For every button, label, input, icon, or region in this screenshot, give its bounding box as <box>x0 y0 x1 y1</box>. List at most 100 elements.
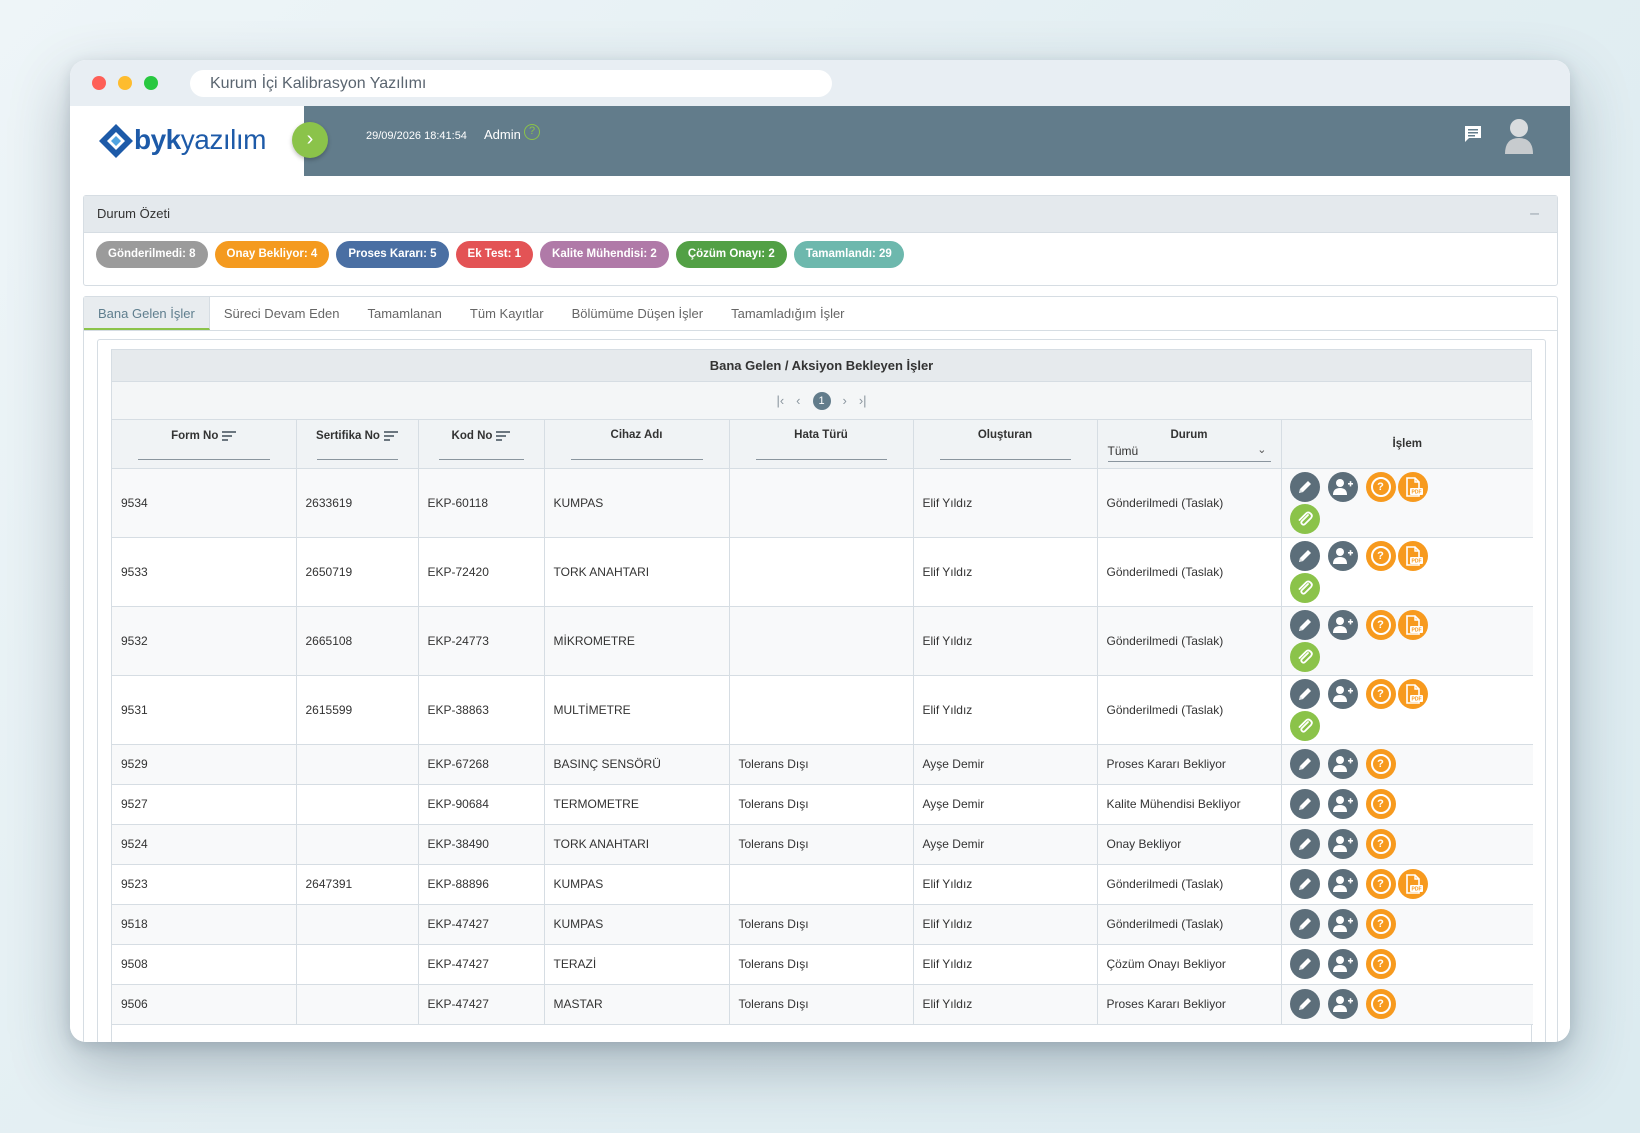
sort-icon[interactable] <box>383 429 398 443</box>
help-button[interactable]: ? <box>1365 540 1396 571</box>
status-badge[interactable]: Proses Kararı: 5 <box>336 241 449 268</box>
olusturan-filter[interactable] <box>939 458 1071 460</box>
pdf-button[interactable]: PDF <box>1397 869 1428 899</box>
prev-page-button[interactable]: ‹ <box>796 393 801 408</box>
help-icon[interactable]: ? <box>524 124 540 140</box>
edit-button[interactable] <box>1289 949 1320 979</box>
first-page-button[interactable]: |‹ <box>776 393 785 408</box>
assign-user-button[interactable] <box>1327 749 1358 779</box>
assign-user-button[interactable] <box>1327 471 1358 502</box>
hata-turu-cell: Tolerans Dışı <box>729 784 914 825</box>
help-button[interactable]: ? <box>1365 471 1396 502</box>
user-avatar-icon[interactable] <box>1504 116 1534 156</box>
last-page-button[interactable]: ›| <box>858 393 867 408</box>
status-badge[interactable]: Kalite Mühendisi: 2 <box>540 241 669 268</box>
help-button[interactable]: ? <box>1365 909 1396 939</box>
assign-user-button[interactable] <box>1327 540 1358 571</box>
assign-user-button[interactable] <box>1327 789 1358 819</box>
next-page-button[interactable]: › <box>842 393 847 408</box>
pdf-button[interactable]: PDF <box>1397 678 1428 709</box>
edit-button[interactable] <box>1289 609 1320 640</box>
attachment-button[interactable] <box>1289 641 1320 672</box>
status-badge[interactable]: Gönderilmedi: 8 <box>96 241 208 268</box>
status-badge[interactable]: Ek Test: 1 <box>455 241 534 268</box>
pdf-button[interactable]: PDF <box>1397 609 1428 640</box>
help-button[interactable]: ? <box>1365 829 1396 859</box>
table-row[interactable]: 9534 2633619 EKP-60118 KUMPAS Elif Yıldız Gön… <box>112 468 1533 538</box>
status-badge[interactable]: Onay Bekliyor: 4 <box>214 241 330 268</box>
assign-user-button[interactable] <box>1327 869 1358 899</box>
help-button[interactable]: ? <box>1365 749 1396 779</box>
close-window-button[interactable] <box>92 76 106 90</box>
attachment-button[interactable] <box>1289 572 1320 603</box>
help-button[interactable]: ? <box>1365 869 1396 899</box>
hata-turu-filter[interactable] <box>755 458 887 460</box>
edit-button[interactable] <box>1289 540 1320 571</box>
status-badge[interactable]: Tamamlandı: 29 <box>793 241 904 268</box>
chat-icon[interactable] <box>1463 124 1483 144</box>
durum-cell: Proses Kararı Bekliyor <box>1097 744 1282 785</box>
table-row[interactable]: 9533 2650719 EKP-72420 TORK ANAHTARI Elif Yı… <box>112 537 1533 607</box>
edit-button[interactable] <box>1289 749 1320 779</box>
table-row[interactable]: 9527 EKP-90684 TERMOMETRE Tolerans Dışı Ayşe… <box>112 784 1533 825</box>
tab-6[interactable]: Tamamladığım İşler <box>731 306 845 321</box>
help-button[interactable]: ? <box>1365 949 1396 979</box>
attachment-button[interactable] <box>1289 503 1320 534</box>
assign-user-button[interactable] <box>1327 949 1358 979</box>
help-button[interactable]: ? <box>1365 989 1396 1019</box>
col-kod-no[interactable]: Kod No <box>418 420 545 469</box>
edit-button[interactable] <box>1289 678 1320 709</box>
tab-5[interactable]: Bölümüme Düşen İşler <box>571 306 704 321</box>
table-row[interactable]: 9531 2615599 EKP-38863 MULTİMETRE Elif Yıldı… <box>112 675 1533 745</box>
status-badge[interactable]: Çözüm Onayı: 2 <box>675 241 787 268</box>
help-button[interactable]: ? <box>1365 609 1396 640</box>
edit-button[interactable] <box>1289 829 1320 859</box>
attachment-button[interactable] <box>1289 710 1320 741</box>
pdf-button[interactable]: PDF <box>1397 471 1428 502</box>
table-row[interactable]: 9529 EKP-67268 BASINÇ SENSÖRÜ Tolerans Dışı… <box>112 744 1533 785</box>
edit-button[interactable] <box>1289 909 1320 939</box>
maximize-window-button[interactable] <box>144 76 158 90</box>
tab-2[interactable]: Süreci Devam Eden <box>223 306 340 321</box>
help-button[interactable]: ? <box>1365 678 1396 709</box>
row-actions: ? PDF <box>1289 609 1430 672</box>
address-bar[interactable]: Kurum İçi Kalibrasyon Yazılımı <box>190 70 832 97</box>
add-user-icon <box>1332 546 1354 566</box>
pdf-button[interactable]: PDF <box>1397 540 1428 571</box>
assign-user-button[interactable] <box>1327 829 1358 859</box>
form-no-filter[interactable] <box>138 458 270 460</box>
edit-button[interactable] <box>1289 989 1320 1019</box>
table-row[interactable]: 9508 EKP-47427 TERAZİ Tolerans Dışı Elif Yıl… <box>112 944 1533 985</box>
assign-user-button[interactable] <box>1327 909 1358 939</box>
sidebar-toggle-button[interactable]: › <box>292 122 328 158</box>
col-sertifika-no[interactable]: Sertifika No <box>296 420 419 469</box>
assign-user-button[interactable] <box>1327 609 1358 640</box>
table-row[interactable]: 9506 EKP-47427 MASTAR Tolerans Dışı Elif Yıl… <box>112 984 1533 1025</box>
assign-user-button[interactable] <box>1327 678 1358 709</box>
durum-filter-select[interactable]: Tümü ⌄ <box>1107 444 1271 462</box>
assign-user-button[interactable] <box>1327 989 1358 1019</box>
logo[interactable]: bykyazılım <box>70 106 304 176</box>
col-form-no[interactable]: Form No <box>112 420 297 469</box>
cihaz-adi-filter[interactable] <box>570 458 703 460</box>
sertifika-no-filter[interactable] <box>316 458 398 460</box>
pencil-icon <box>1296 915 1314 933</box>
table-row[interactable]: 9532 2665108 EKP-24773 MİKROMETRE Elif Yıldı… <box>112 606 1533 676</box>
current-page[interactable]: 1 <box>812 391 831 410</box>
help-button[interactable]: ? <box>1365 789 1396 819</box>
table-row[interactable]: 9523 2647391 EKP-88896 KUMPAS Elif Yıldız Gön… <box>112 864 1533 905</box>
header-username[interactable]: Admin <box>484 127 521 142</box>
edit-button[interactable] <box>1289 471 1320 502</box>
sort-icon[interactable] <box>222 429 237 443</box>
collapse-panel-button[interactable]: – <box>1530 205 1539 222</box>
tab-1[interactable]: Bana Gelen İşler <box>84 297 210 330</box>
kod-no-filter[interactable] <box>438 458 524 460</box>
edit-button[interactable] <box>1289 869 1320 899</box>
minimize-window-button[interactable] <box>118 76 132 90</box>
table-row[interactable]: 9518 EKP-47427 KUMPAS Tolerans Dışı Elif Yıl… <box>112 904 1533 945</box>
tab-3[interactable]: Tamamlanan <box>367 306 442 321</box>
tab-4[interactable]: Tüm Kayıtlar <box>469 306 544 321</box>
sort-icon[interactable] <box>496 429 511 443</box>
edit-button[interactable] <box>1289 789 1320 819</box>
table-row[interactable]: 9524 EKP-38490 TORK ANAHTARI Tolerans Dışı A… <box>112 824 1533 865</box>
